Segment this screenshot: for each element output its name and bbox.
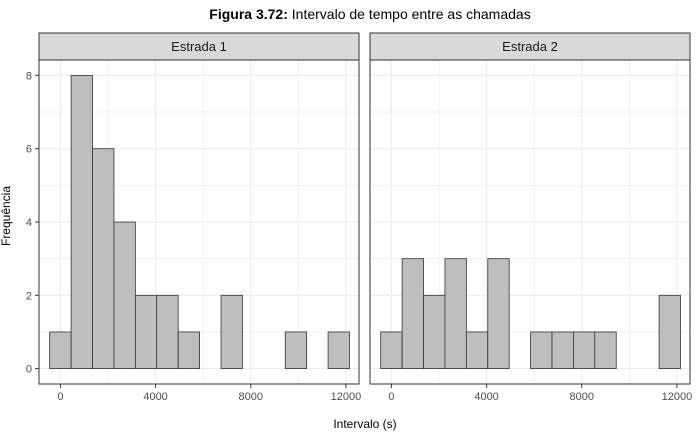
histogram-bar: [156, 294, 179, 370]
y-tick-label: 2: [26, 290, 32, 302]
histogram-bar: [92, 148, 115, 370]
x-tick-label: 4000: [474, 391, 498, 403]
histogram-bar: [573, 331, 596, 370]
y-tick-label: 0: [26, 364, 32, 376]
panel-border: [369, 59, 691, 385]
histogram-bar: [49, 331, 72, 370]
panel-strip-label: Estrada 1: [171, 39, 227, 54]
histogram-bar: [658, 294, 681, 370]
figure-title-text: Intervalo de tempo entre as chamadas: [288, 6, 531, 22]
histogram-bar: [327, 331, 350, 370]
x-tick-label: 4000: [143, 391, 167, 403]
histogram-bar: [487, 258, 510, 370]
x-tick-label: 8000: [570, 391, 594, 403]
histogram-bar: [465, 331, 489, 370]
histogram-bar: [284, 331, 308, 370]
histogram-bar: [220, 294, 243, 370]
figure-title: Figura 3.72: Intervalo de tempo entre as…: [209, 6, 530, 22]
histogram-bar: [113, 221, 136, 370]
facet-panels: Estrada 1 Estrada 2: [38, 32, 691, 385]
histogram-bar: [70, 74, 93, 370]
figure-title-label: Figura 3.72:: [209, 6, 288, 22]
y-axis-title: Frequência: [0, 186, 13, 246]
histogram-bar: [380, 331, 403, 370]
histogram-bar: [134, 294, 158, 370]
x-tick-label: 12000: [331, 391, 362, 403]
y-tick-label: 4: [26, 217, 32, 229]
x-axis-title: Intervalo (s): [333, 417, 396, 431]
panel-strip-label: Estrada 2: [502, 39, 558, 54]
y-tick-label: 8: [26, 70, 32, 82]
x-tick-label: 12000: [662, 391, 693, 403]
y-tick-label: 6: [26, 144, 32, 156]
panel-1: Estrada 1: [38, 32, 360, 385]
histogram-bar: [444, 258, 467, 370]
panel-2: Estrada 2: [369, 32, 691, 385]
histogram-bar: [177, 331, 200, 370]
histogram-bar: [594, 331, 617, 370]
x-tick-label: 0: [388, 391, 394, 403]
x-tick-label: 8000: [239, 391, 263, 403]
x-axes: 0 4000 8000 12000 0 4000 8000 12000: [57, 384, 692, 403]
histogram-bar: [551, 331, 574, 370]
x-tick-label: 0: [57, 391, 63, 403]
y-axis: 0 2 4 6 8: [26, 70, 39, 376]
histogram-bar: [423, 294, 446, 370]
histogram-bar: [530, 331, 553, 370]
histogram-bar: [401, 258, 424, 370]
panel-strip: [38, 32, 360, 61]
